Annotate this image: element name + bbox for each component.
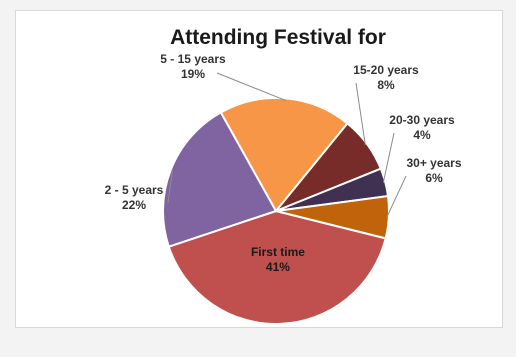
slice-label-15-20-years: 15-20 years [353,63,419,77]
pie-slice-first-time [167,209,387,325]
slice-percent-15-20-years: 8% [377,78,395,92]
slice-percent-5-15-years: 19% [181,67,205,81]
leader-line-5-15-years [216,72,286,101]
leader-line-2-5-years [167,170,174,204]
slice-label-2-5-years: 2 - 5 years [105,183,164,197]
pie-slice-30-years [275,194,390,240]
leader-line-20-30-years [382,132,395,183]
leader-line-30-years [386,175,407,218]
slice-percent-first-time: 41% [266,260,290,274]
slice-percent-2-5-years: 22% [122,198,146,212]
slice-label-5-15-years: 5 - 15 years [160,52,226,66]
leader-line-15-20-years [355,82,366,146]
slice-label-first-time: First time [251,245,305,259]
pie-slice-2-5-years [162,110,278,248]
slice-label-30-years: 30+ years [406,156,461,170]
slice-label-20-30-years: 20-30 years [389,113,455,127]
leader-lines [167,72,407,218]
slice-percent-20-30-years: 4% [413,128,431,142]
pie-slice-5-15-years [219,97,349,213]
pie-slices [162,97,390,325]
chart-frame: Attending Festival for First time 41% 2 - … [15,10,503,328]
chart-title: Attending Festival for [170,26,386,49]
slice-percent-30-years: 6% [425,171,443,185]
